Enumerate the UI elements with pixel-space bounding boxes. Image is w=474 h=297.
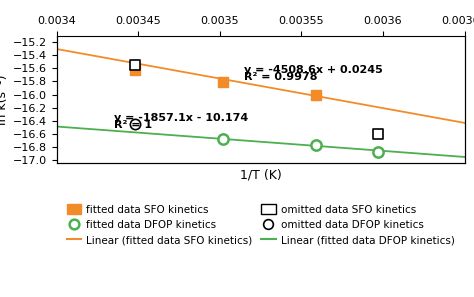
Legend: fitted data SFO kinetics, fitted data DFOP kinetics, Linear (fitted data SFO kin: fitted data SFO kinetics, fitted data DF… — [67, 204, 455, 245]
Text: y = -1857.1x - 10.174: y = -1857.1x - 10.174 — [114, 113, 248, 123]
Text: y = -4508.6x + 0.0245: y = -4508.6x + 0.0245 — [245, 65, 383, 75]
Point — [374, 150, 382, 155]
X-axis label: 1/T (K): 1/T (K) — [240, 169, 282, 182]
Point — [131, 67, 139, 72]
Point — [312, 143, 320, 147]
Point — [219, 80, 227, 85]
Point — [131, 122, 139, 127]
Text: R² = 1: R² = 1 — [114, 120, 152, 130]
Y-axis label: ln k(s⁻¹): ln k(s⁻¹) — [0, 74, 9, 125]
Point — [312, 93, 320, 98]
Text: R² = 0.9978: R² = 0.9978 — [245, 72, 318, 82]
Point — [374, 132, 382, 136]
Point — [131, 63, 139, 67]
Point — [219, 137, 227, 141]
